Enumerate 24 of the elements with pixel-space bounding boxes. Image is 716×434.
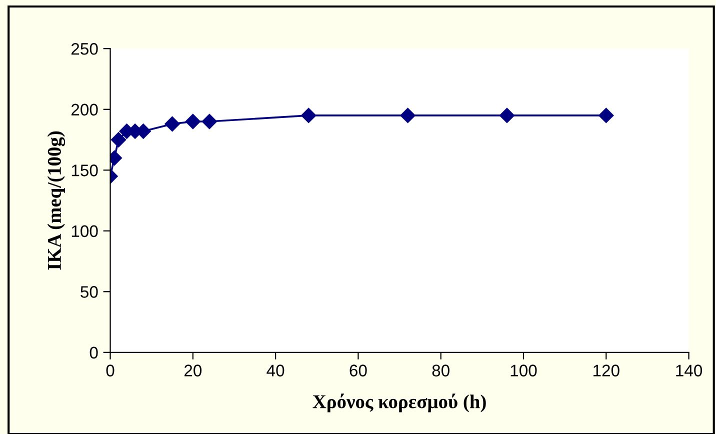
y-tick-label: 0	[90, 346, 98, 359]
x-tick-label: 140	[676, 364, 702, 376]
y-axis-title: ΙΚΑ (meq/(100g)	[47, 131, 66, 270]
x-axis-title: Χρόνος κορεσμού (h)	[312, 394, 486, 412]
point	[499, 108, 515, 124]
x-tick-label: 120	[594, 364, 620, 376]
y-tick-label: 150	[72, 164, 98, 176]
y-tick-label: 200	[71, 104, 98, 116]
point	[301, 108, 316, 124]
point	[400, 108, 416, 124]
x-tick-label: 0	[106, 364, 114, 376]
y-tick-label: 250	[71, 43, 98, 55]
x-tick-label: 20	[184, 364, 202, 376]
x-tick-label: 60	[350, 364, 367, 376]
y-tick-label: 50	[80, 286, 98, 298]
y-tick-label: 100	[72, 225, 98, 238]
point	[164, 116, 180, 132]
x-tick-label: 100	[510, 364, 537, 376]
point	[110, 132, 126, 148]
x-tick-label: 40	[266, 364, 284, 376]
point	[598, 108, 614, 124]
x-tick-label: 80	[432, 364, 450, 376]
point	[185, 114, 200, 130]
point	[202, 114, 218, 130]
